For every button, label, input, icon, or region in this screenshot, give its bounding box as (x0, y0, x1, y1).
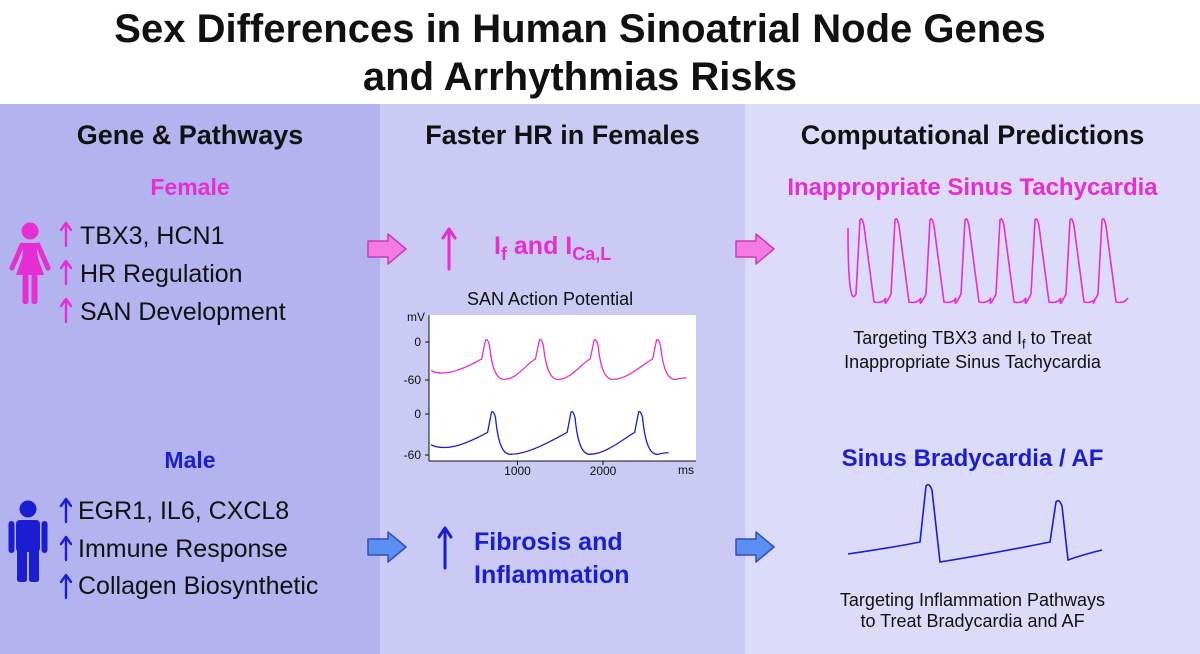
bradycardia-path (847, 483, 1103, 563)
female-person-icon (9, 222, 51, 304)
y-axis-label: mV (407, 310, 425, 324)
san-action-potential-chart: mV ms 0 -60 0 -60 1000 2000 (404, 310, 696, 478)
title-line-2: and Arrhythmias Risks (362, 55, 798, 99)
y-tick-label-1-0: 0 (414, 407, 421, 421)
tachycardia-trace (847, 218, 1129, 304)
header-faster-hr: Faster HR in Females (425, 120, 700, 150)
male-person-icon (8, 500, 48, 582)
female-prediction-text: Targeting TBX3 and If to Treat Inappropri… (844, 328, 1101, 372)
male-label: Male (164, 447, 216, 473)
male-prediction-title: Sinus Bradycardia / AF (841, 445, 1104, 472)
female-up-arrows (59, 221, 73, 324)
male-arrow-1 (367, 531, 407, 563)
ap-trace-female (430, 338, 687, 380)
x-axis-label: ms (678, 463, 694, 477)
female-item-2: HR Regulation (80, 260, 243, 288)
chart-title: SAN Action Potential (467, 289, 634, 309)
female-label: Female (150, 174, 230, 200)
male-effect-line-2: Inflammation (474, 561, 630, 589)
bradycardia-trace (847, 483, 1103, 563)
female-item-3: SAN Development (80, 298, 286, 326)
chart-plot-area (429, 315, 696, 461)
female-prediction-title: Inappropriate Sinus Tachycardia (787, 174, 1158, 201)
male-item-1: EGR1, IL6, CXCL8 (78, 497, 290, 525)
header-genes: Gene & Pathways (76, 120, 304, 150)
female-arrow-2 (735, 233, 775, 265)
x-tick-label-1: 2000 (590, 464, 617, 478)
male-effect-line-1: Fibrosis and (474, 528, 623, 556)
tachycardia-path (847, 218, 1129, 304)
predictions-panel (745, 104, 1200, 654)
title-line-1: Sex Differences in Human Sinoatrial Node… (114, 7, 1046, 51)
male-arrow-2 (735, 531, 775, 563)
male-item-2: Immune Response (78, 535, 288, 563)
male-item-3: Collagen Biosynthetic (78, 572, 319, 600)
genes-panel (0, 104, 380, 654)
header-predictions: Computational Predictions (800, 120, 1145, 150)
female-effect-up-arrow (441, 227, 457, 271)
female-effect-label: If and ICa,L (494, 232, 612, 264)
male-effect-up-arrow (437, 526, 453, 570)
male-up-arrows (59, 497, 73, 600)
y-tick-label-0-0: 0 (414, 335, 421, 349)
male-prediction-text: Targeting Inflammation Pathways to Treat … (839, 590, 1106, 631)
ap-trace-male (430, 410, 669, 455)
female-arrow-1 (367, 233, 407, 265)
x-tick-label-0: 1000 (504, 464, 531, 478)
y-tick-label-0-1: -60 (404, 373, 422, 387)
y-tick-label-1-1: -60 (404, 448, 422, 462)
female-item-1: TBX3, HCN1 (80, 222, 225, 250)
